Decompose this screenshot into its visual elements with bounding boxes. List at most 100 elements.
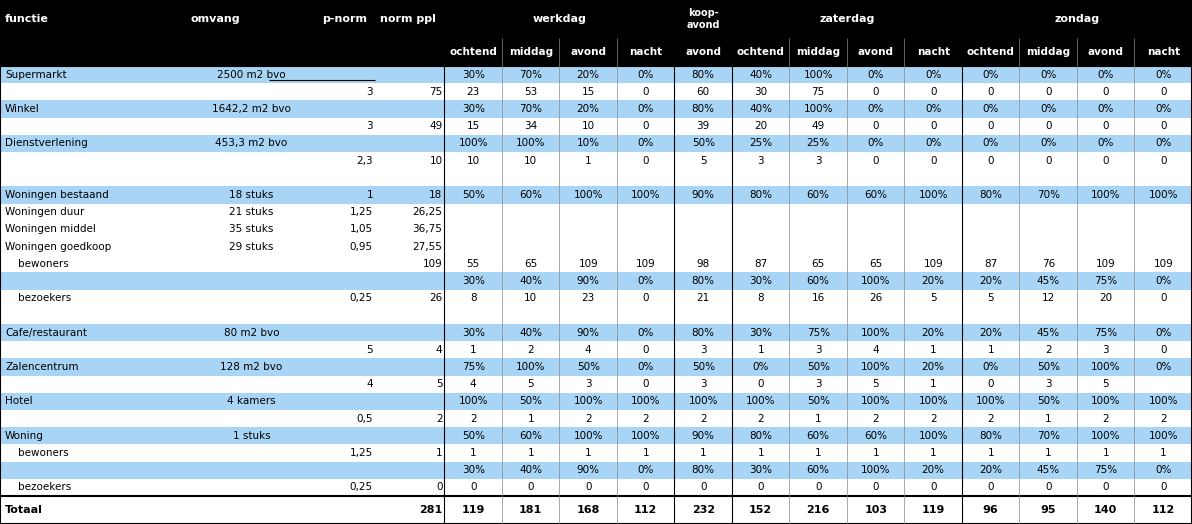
Bar — [732, 444, 789, 462]
Bar — [732, 307, 789, 324]
Text: 0: 0 — [642, 87, 648, 97]
Text: 4: 4 — [470, 379, 477, 389]
Bar — [848, 496, 905, 524]
Bar — [905, 290, 962, 307]
Bar — [186, 204, 317, 221]
Bar — [905, 169, 962, 187]
Text: 100%: 100% — [919, 190, 948, 200]
Bar — [789, 427, 848, 444]
Bar — [789, 38, 848, 66]
Bar — [375, 221, 445, 238]
Bar — [317, 376, 375, 393]
Bar — [1135, 376, 1192, 393]
Text: 1: 1 — [585, 156, 591, 166]
Text: zaterdag: zaterdag — [819, 14, 875, 24]
Bar — [0, 83, 186, 101]
Text: nacht: nacht — [917, 47, 950, 57]
Text: 50%: 50% — [577, 362, 600, 372]
Text: 100%: 100% — [1149, 190, 1178, 200]
Bar — [375, 324, 445, 341]
Text: 8: 8 — [470, 293, 477, 303]
Bar — [1135, 358, 1192, 376]
Text: 80%: 80% — [691, 276, 715, 286]
Text: ochtend: ochtend — [967, 47, 1014, 57]
Text: 1: 1 — [527, 448, 534, 458]
Text: 0: 0 — [987, 379, 994, 389]
Text: 1: 1 — [470, 345, 477, 355]
Bar — [1019, 290, 1078, 307]
Text: 0%: 0% — [1098, 138, 1115, 148]
Text: nacht: nacht — [629, 47, 663, 57]
Bar — [905, 272, 962, 290]
Bar — [445, 324, 502, 341]
Bar — [186, 307, 317, 324]
Bar — [732, 496, 789, 524]
Text: 80 m2 bvo: 80 m2 bvo — [224, 328, 279, 337]
Bar — [1078, 496, 1135, 524]
Text: 1: 1 — [366, 190, 373, 200]
Bar — [186, 376, 317, 393]
Bar — [186, 117, 317, 135]
Bar — [848, 393, 905, 410]
Text: 112: 112 — [634, 505, 657, 515]
Bar — [1135, 496, 1192, 524]
Text: 4: 4 — [436, 345, 442, 355]
Text: 50%: 50% — [691, 138, 715, 148]
Text: 109: 109 — [1095, 259, 1116, 269]
Bar — [0, 117, 186, 135]
Bar — [1135, 290, 1192, 307]
Bar — [559, 135, 617, 152]
Bar — [848, 152, 905, 169]
Bar — [1078, 290, 1135, 307]
Text: 50%: 50% — [807, 396, 830, 407]
Text: 75%: 75% — [1094, 465, 1117, 475]
Bar — [445, 38, 502, 66]
Text: omvang: omvang — [191, 14, 241, 24]
Bar — [675, 307, 732, 324]
Bar — [375, 135, 445, 152]
Bar — [732, 135, 789, 152]
Text: 65: 65 — [869, 259, 882, 269]
Bar — [445, 358, 502, 376]
Bar — [0, 341, 186, 358]
Bar — [1019, 358, 1078, 376]
Text: 100%: 100% — [573, 190, 603, 200]
Text: 100%: 100% — [1091, 362, 1120, 372]
Bar — [617, 38, 675, 66]
Bar — [905, 410, 962, 427]
Bar — [317, 462, 375, 479]
Text: Cafe/restaurant: Cafe/restaurant — [5, 328, 87, 337]
Bar — [905, 307, 962, 324]
Bar — [375, 152, 445, 169]
Text: 100%: 100% — [861, 362, 890, 372]
Bar — [905, 444, 962, 462]
Bar — [732, 152, 789, 169]
Text: 0%: 0% — [982, 70, 999, 80]
Bar — [559, 221, 617, 238]
Text: 0%: 0% — [982, 362, 999, 372]
Bar — [962, 272, 1019, 290]
Text: 20%: 20% — [921, 328, 945, 337]
Bar — [375, 376, 445, 393]
Text: werkdag: werkdag — [533, 14, 586, 24]
Bar — [502, 101, 559, 117]
Text: 0%: 0% — [1155, 276, 1172, 286]
Text: 1,05: 1,05 — [349, 224, 373, 234]
Bar — [186, 0, 317, 38]
Bar — [502, 272, 559, 290]
Bar — [789, 324, 848, 341]
Text: 103: 103 — [864, 505, 887, 515]
Text: 30%: 30% — [461, 276, 485, 286]
Bar — [0, 410, 186, 427]
Bar — [1078, 221, 1135, 238]
Bar — [905, 376, 962, 393]
Bar — [732, 204, 789, 221]
Text: 0: 0 — [1160, 87, 1167, 97]
Text: 2: 2 — [585, 413, 591, 423]
Text: 0: 0 — [1160, 483, 1167, 493]
Bar — [445, 135, 502, 152]
Bar — [617, 410, 675, 427]
Text: 0%: 0% — [638, 138, 654, 148]
Text: 30: 30 — [755, 87, 768, 97]
Bar — [789, 238, 848, 255]
